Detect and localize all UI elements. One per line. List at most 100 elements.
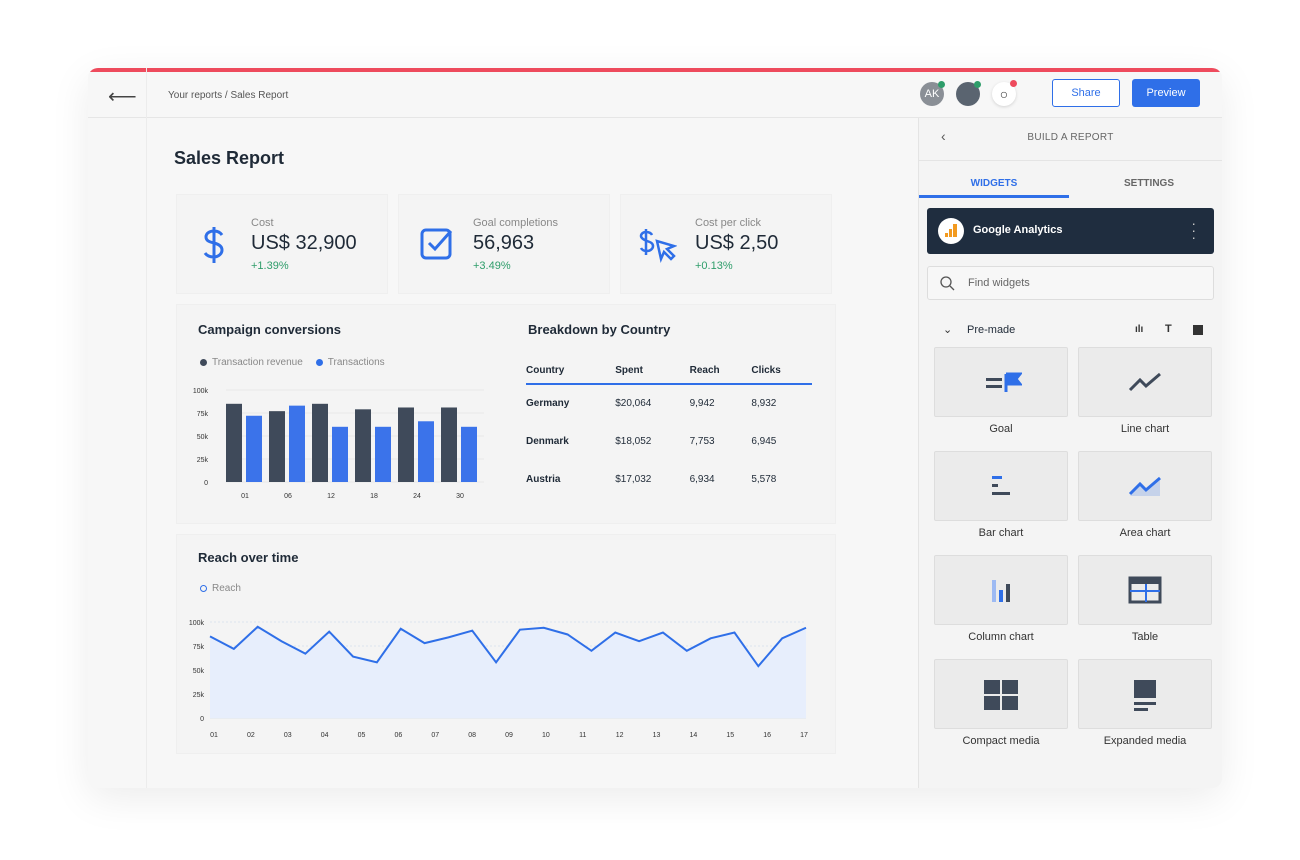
google-analytics-logo-icon bbox=[938, 218, 964, 244]
y-tick-label: 75k bbox=[197, 411, 209, 418]
column-header[interactable]: Clicks bbox=[751, 358, 812, 385]
kpi-card-cpc[interactable]: Cost per click US$ 2,50 +0.13% bbox=[620, 194, 832, 294]
legend-label: Reach bbox=[212, 583, 241, 594]
x-tick-label: 02 bbox=[247, 732, 255, 739]
x-tick-label: 12 bbox=[616, 732, 624, 739]
widget-label: Goal bbox=[989, 423, 1013, 435]
kebab-menu-icon[interactable]: · · · bbox=[1191, 215, 1196, 245]
section-premade: Pre-made bbox=[967, 324, 1016, 336]
widget-tile-table[interactable] bbox=[1078, 555, 1212, 625]
line-chart-icon bbox=[1128, 372, 1161, 392]
breakdown-table: Country Spent Reach Clicks Germany $20,06… bbox=[526, 358, 812, 498]
area-fill bbox=[210, 626, 806, 718]
kpi-card-goals[interactable]: Goal completions 56,963 +3.49% bbox=[398, 194, 610, 294]
app-window: ⟵ Your reports / Sales Report AK ○ Share… bbox=[88, 68, 1222, 788]
bar-transactions bbox=[332, 426, 348, 482]
text-filter-icon[interactable]: T bbox=[1165, 323, 1172, 335]
image-filter-icon[interactable] bbox=[1193, 325, 1203, 335]
x-tick-label: 07 bbox=[431, 732, 439, 739]
x-tick-label: 12 bbox=[327, 493, 335, 500]
bar-revenue bbox=[312, 403, 328, 482]
bar-transactions bbox=[461, 426, 477, 482]
cell: Germany bbox=[526, 398, 570, 409]
build-report-panel: ‹ BUILD A REPORT WIDGETS SETTINGS Google… bbox=[918, 118, 1222, 788]
column-header[interactable]: Spent bbox=[615, 358, 690, 385]
kpi-label: Cost bbox=[251, 217, 274, 229]
x-tick-label: 18 bbox=[370, 493, 378, 500]
widget-tile-bar-chart[interactable] bbox=[934, 451, 1068, 521]
y-tick-label: 100k bbox=[189, 620, 205, 627]
widget-tile-area-chart[interactable] bbox=[1078, 451, 1212, 521]
preview-button[interactable]: Preview bbox=[1132, 79, 1200, 107]
widget-label: Table bbox=[1131, 631, 1159, 643]
x-tick-label: 03 bbox=[284, 732, 292, 739]
y-tick-label: 0 bbox=[204, 480, 208, 487]
chart-filter-icon[interactable]: ılı bbox=[1135, 324, 1144, 335]
divider bbox=[919, 160, 1222, 161]
widget-tile-goal[interactable] bbox=[934, 347, 1068, 417]
chevron-left-icon[interactable]: ‹ bbox=[941, 128, 946, 144]
kpi-delta: +0.13% bbox=[695, 260, 733, 272]
table-row: Germany $20,064 9,942 8,932 bbox=[526, 384, 812, 422]
chevron-down-icon[interactable]: ⌄ bbox=[943, 324, 953, 336]
share-button[interactable]: Share bbox=[1052, 79, 1120, 107]
y-tick-label: 50k bbox=[193, 668, 205, 675]
goal-icon bbox=[986, 372, 1022, 392]
cell: 7,753 bbox=[689, 435, 715, 447]
dollar-cursor-icon bbox=[639, 229, 677, 264]
y-tick-label: 0 bbox=[200, 716, 204, 723]
bar-revenue bbox=[398, 407, 414, 482]
kpi-card-cost[interactable]: Cost US$ 32,900 +1.39% bbox=[176, 194, 388, 294]
x-tick-label: 30 bbox=[456, 493, 464, 500]
campaign-and-breakdown-card bbox=[176, 304, 836, 524]
x-tick-label: 08 bbox=[468, 732, 476, 739]
widget-tile-compact-media[interactable] bbox=[934, 659, 1068, 729]
widget-label: Area chart bbox=[1119, 527, 1171, 539]
tab-settings[interactable]: SETTINGS bbox=[1123, 178, 1174, 189]
x-tick-label: 01 bbox=[210, 732, 218, 739]
widget-label: Bar chart bbox=[978, 527, 1024, 539]
kpi-value: US$ 2,50 bbox=[695, 232, 779, 254]
dollar-icon bbox=[203, 227, 224, 263]
campaign-title: Campaign conversions bbox=[198, 322, 342, 337]
x-tick-label: 14 bbox=[689, 732, 697, 739]
online-dot bbox=[938, 81, 945, 88]
widget-label: Line chart bbox=[1120, 423, 1170, 435]
reach-area-chart: 0 25k 50k 75k 100k 01 02 03 04 05 06 07 08 09 10 11 12 13… bbox=[189, 620, 808, 739]
widget-label: Expanded media bbox=[1103, 735, 1187, 747]
cell: 9,942 bbox=[689, 398, 715, 409]
x-tick-label: 01 bbox=[241, 493, 249, 500]
y-tick-label: 25k bbox=[193, 692, 205, 699]
legend-swatch bbox=[315, 359, 323, 366]
legend-swatch bbox=[200, 359, 207, 366]
kpi-delta: +1.39% bbox=[251, 260, 289, 272]
campaign-bar-chart: 0 25k 50k 75k 100k 01 06 12 18 24 30 bbox=[193, 388, 484, 500]
widget-label: Column chart bbox=[968, 631, 1034, 643]
column-header[interactable]: Reach bbox=[689, 358, 752, 385]
widget-tile-column-chart[interactable] bbox=[934, 555, 1068, 625]
page-title: Sales Report bbox=[174, 148, 285, 168]
breakdown-title: Breakdown by Country bbox=[528, 322, 671, 337]
header: ⟵ Your reports / Sales Report AK ○ Share… bbox=[88, 72, 1222, 118]
x-tick-label: 05 bbox=[358, 732, 366, 739]
back-arrow-icon[interactable]: ⟵ bbox=[108, 86, 137, 108]
y-tick-label: 25k bbox=[197, 457, 209, 464]
kpi-label: Cost per click bbox=[695, 217, 762, 229]
cell: 5,578 bbox=[751, 473, 777, 485]
kpi-value: US$ 32,900 bbox=[251, 232, 357, 254]
find-widgets-input[interactable]: Find widgets bbox=[927, 266, 1214, 300]
x-tick-label: 17 bbox=[800, 732, 808, 739]
expanded-media-icon bbox=[1134, 680, 1156, 711]
column-header[interactable]: Country bbox=[526, 358, 616, 385]
widget-tile-expanded-media[interactable] bbox=[1078, 659, 1212, 729]
data-source-google-analytics[interactable]: Google Analytics · · · bbox=[927, 208, 1214, 254]
search-placeholder: Find widgets bbox=[968, 277, 1030, 289]
widget-tile-line-chart[interactable] bbox=[1078, 347, 1212, 417]
y-tick-label: 100k bbox=[193, 388, 209, 395]
bar-chart-icon bbox=[992, 476, 1010, 495]
tab-widgets[interactable]: WIDGETS bbox=[919, 178, 1069, 198]
cell: Austria bbox=[526, 473, 561, 485]
widget-label: Compact media bbox=[962, 735, 1040, 747]
breadcrumb[interactable]: Your reports / Sales Report bbox=[168, 90, 289, 101]
table-row: Denmark $18,052 7,753 6,945 bbox=[526, 422, 812, 460]
